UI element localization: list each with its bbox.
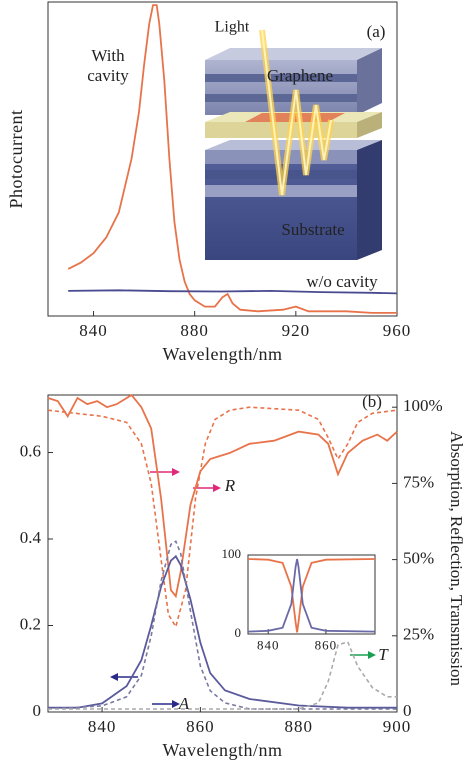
x-tick-label: 960 xyxy=(383,321,412,340)
y-tick-label: 0.4 xyxy=(20,528,42,547)
series-line xyxy=(48,640,397,710)
y-tick-label: 0 xyxy=(33,701,42,720)
annotation: Graphene xyxy=(267,66,333,85)
panel: 840 860 880 90000.20.40.6025%50%75%100%Wave… xyxy=(20,392,466,760)
series-line xyxy=(47,406,398,629)
series-line xyxy=(68,289,398,295)
y-tick-label: 0.6 xyxy=(20,441,41,460)
series-line xyxy=(247,558,376,633)
annotation: w/o cavity xyxy=(306,272,378,291)
annotation: T xyxy=(378,645,389,664)
x-tick-label: 880 xyxy=(180,321,209,340)
panel: 840 860 0 100 xyxy=(222,546,376,652)
series-line xyxy=(47,393,398,599)
series-line xyxy=(47,540,397,710)
x-axis-label: Wavelength/nm xyxy=(162,344,282,364)
x-tick-label: 840 xyxy=(79,321,108,340)
annotation: (a) xyxy=(367,22,386,41)
y-axis-label: Photocurrent xyxy=(6,110,26,209)
x-tick-label: 840 xyxy=(88,717,117,736)
y2-tick-label: 25% xyxy=(403,625,434,644)
y2-tick-label: 50% xyxy=(403,549,434,568)
series-line xyxy=(247,558,376,633)
annotation: Light xyxy=(215,19,250,36)
x-axis-label: Wavelength/nm xyxy=(162,740,282,760)
y-tick-label: 0 xyxy=(235,625,242,640)
x-tick-label: 840 xyxy=(257,637,280,652)
y-tick-label: 0.2 xyxy=(20,614,41,633)
x-tick-label: 900 xyxy=(383,717,412,736)
y2-tick-label: 0 xyxy=(403,701,412,720)
plot-frame xyxy=(247,554,376,635)
annotation-text: With cavity xyxy=(87,46,129,85)
annotation: R xyxy=(224,476,236,495)
series-line xyxy=(48,554,397,709)
x-tick-label: 920 xyxy=(282,321,311,340)
y2-axis-label: Absorption, Reflection, Transmission xyxy=(447,431,466,687)
y2-tick-label: 100% xyxy=(403,396,443,415)
y2-tick-label: 75% xyxy=(403,472,434,491)
arrows xyxy=(110,468,376,708)
device-illustration xyxy=(205,29,382,260)
panel: 840 880 920 960 Wavelength/nm Photocurrent Wit… xyxy=(6,1,412,364)
plot-frame xyxy=(47,1,398,317)
series-line xyxy=(67,4,397,314)
annotation: A xyxy=(178,694,190,713)
x-tick-label: 860 xyxy=(186,717,215,736)
annotation: (b) xyxy=(362,392,382,411)
annotation: Substrate xyxy=(281,220,344,239)
annotation: With cavity xyxy=(87,46,129,85)
x-tick-label: 860 xyxy=(315,637,338,652)
y-tick-label: 100 xyxy=(222,546,242,561)
plot-frame xyxy=(47,394,398,713)
x-tick-label: 880 xyxy=(284,717,313,736)
